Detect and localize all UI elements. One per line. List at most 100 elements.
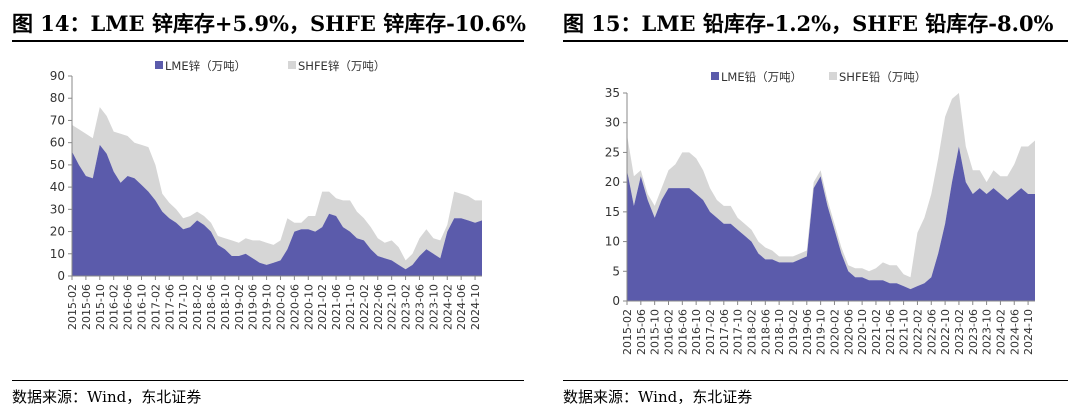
series-area-shfe — [72, 107, 482, 270]
legend-entry: LME铅（万吨） — [721, 70, 802, 84]
x-tick-label: 2020-06 — [842, 309, 855, 355]
source-note: 数据来源：Wind，东北证券 — [563, 388, 753, 406]
x-tick-label: 2023-06 — [967, 309, 980, 355]
y-tick-label: 10 — [605, 235, 620, 249]
x-tick-label: 2017-10 — [177, 284, 190, 330]
x-tick-label: 2021-10 — [344, 284, 357, 330]
x-tick-label: 2019-02 — [787, 309, 800, 355]
x-tick-label: 2019-10 — [815, 309, 828, 355]
x-tick-label: 2024-02 — [994, 309, 1007, 355]
y-tick-label: 60 — [50, 136, 65, 150]
series-area-shfe — [627, 93, 1035, 290]
x-tick-label: 2017-06 — [163, 284, 176, 330]
x-tick-label: 2022-10 — [386, 284, 399, 330]
x-tick-label: 2024-06 — [455, 284, 468, 330]
x-tick-label: 2020-10 — [856, 309, 869, 355]
x-tick-label: 2023-02 — [953, 309, 966, 355]
x-tick-label: 2019-06 — [801, 309, 814, 355]
x-tick-label: 2021-06 — [884, 309, 897, 355]
y-tick-label: 10 — [50, 247, 65, 261]
source-rule — [563, 380, 1068, 381]
y-tick-label: 70 — [50, 113, 65, 127]
x-tick-label: 2016-10 — [135, 284, 148, 330]
y-tick-label: 35 — [605, 86, 620, 100]
x-tick-label: 2018-10 — [219, 284, 232, 330]
chart-panel-lead: 图 15：LME 铅库存-1.2%，SHFE 铅库存-8.0% 0 5 10 15 20… — [563, 0, 1068, 413]
x-tick-label: 2021-06 — [330, 284, 343, 330]
x-tick-label: 2020-02 — [828, 309, 841, 355]
x-tick-label: 2020-06 — [288, 284, 301, 330]
series-area-lme — [72, 144, 482, 276]
x-tick-label: 2019-06 — [247, 284, 260, 330]
panel-title: 图 15：LME 铅库存-1.2%，SHFE 铅库存-8.0% — [563, 11, 1054, 36]
legend-swatch — [288, 61, 296, 69]
y-tick-label: 80 — [50, 91, 65, 105]
x-tick-label: 2015-02 — [66, 284, 79, 330]
title-rule — [12, 40, 524, 42]
x-tick-label: 2016-02 — [108, 284, 121, 330]
legend-entry: SHFE锌（万吨） — [298, 59, 385, 73]
panel-title: 图 14：LME 锌库存+5.9%，SHFE 锌库存-10.6% — [12, 11, 526, 36]
x-tick-label: 2017-02 — [149, 284, 162, 330]
y-tick-label: 20 — [605, 175, 620, 189]
x-tick-label: 2023-02 — [400, 284, 413, 330]
y-tick-label: 30 — [50, 202, 65, 216]
source-note: 数据来源：Wind，东北证券 — [12, 388, 202, 406]
y-tick-label: 15 — [605, 205, 620, 219]
y-tick-label: 90 — [50, 69, 65, 83]
x-tick-label: 2019-02 — [233, 284, 246, 330]
x-tick-label: 2024-10 — [469, 284, 482, 330]
series-area-lme — [627, 146, 1035, 301]
y-tick-label: 25 — [605, 145, 620, 159]
x-tick-label: 2021-02 — [870, 309, 883, 355]
x-tick-label: 2018-06 — [759, 309, 772, 355]
x-tick-label: 2023-10 — [427, 284, 440, 330]
x-tick-label: 2018-02 — [745, 309, 758, 355]
x-tick-label: 2021-10 — [898, 309, 911, 355]
x-tick-label: 2022-06 — [372, 284, 385, 330]
legend-entry: LME锌（万吨） — [165, 59, 246, 73]
x-tick-label: 2024-10 — [1022, 309, 1035, 355]
x-tick-label: 2017-02 — [704, 309, 717, 355]
x-tick-label: 2024-06 — [1008, 309, 1021, 355]
y-tick-label: 20 — [50, 225, 65, 239]
x-tick-label: 2016-06 — [122, 284, 135, 330]
legend-swatch — [155, 61, 163, 69]
x-tick-label: 2017-10 — [732, 309, 745, 355]
x-tick-label: 2015-02 — [621, 309, 634, 355]
chart-panel-zinc: 图 14：LME 锌库存+5.9%，SHFE 锌库存-10.6% 0 10 20 30… — [12, 0, 526, 413]
x-tick-label: 2022-06 — [925, 309, 938, 355]
source-rule — [12, 380, 524, 381]
x-tick-label: 2023-10 — [981, 309, 994, 355]
y-tick-label: 5 — [612, 264, 620, 278]
legend-swatch — [711, 72, 719, 80]
x-tick-label: 2024-02 — [441, 284, 454, 330]
x-tick-label: 2015-10 — [649, 309, 662, 355]
x-tick-label: 2015-06 — [80, 284, 93, 330]
x-tick-label: 2020-10 — [302, 284, 315, 330]
x-tick-label: 2022-02 — [911, 309, 924, 355]
x-tick-label: 2016-06 — [676, 309, 689, 355]
x-tick-label: 2018-02 — [191, 284, 204, 330]
y-tick-label: 50 — [50, 158, 65, 172]
y-tick-label: 30 — [605, 116, 620, 130]
legend-entry: SHFE铅（万吨） — [839, 70, 926, 84]
y-tick-label: 0 — [57, 269, 65, 283]
x-tick-label: 2020-02 — [274, 284, 287, 330]
x-tick-label: 2018-06 — [205, 284, 218, 330]
x-tick-label: 2015-10 — [94, 284, 107, 330]
y-tick-label: 40 — [50, 180, 65, 194]
x-tick-label: 2023-06 — [413, 284, 426, 330]
x-tick-label: 2021-02 — [316, 284, 329, 330]
title-rule — [563, 40, 1068, 42]
zinc-inventory-chart: 0 10 20 30 40 50 60 70 80 90 2015-02 2015-06 2015-10… — [50, 59, 482, 330]
x-tick-label: 2022-02 — [358, 284, 371, 330]
x-tick-label: 2016-10 — [690, 309, 703, 355]
y-tick-label: 0 — [612, 294, 620, 308]
x-tick-label: 2016-02 — [662, 309, 675, 355]
x-tick-label: 2019-10 — [261, 284, 274, 330]
x-tick-label: 2018-10 — [773, 309, 786, 355]
legend-swatch — [829, 72, 837, 80]
x-tick-label: 2022-10 — [939, 309, 952, 355]
